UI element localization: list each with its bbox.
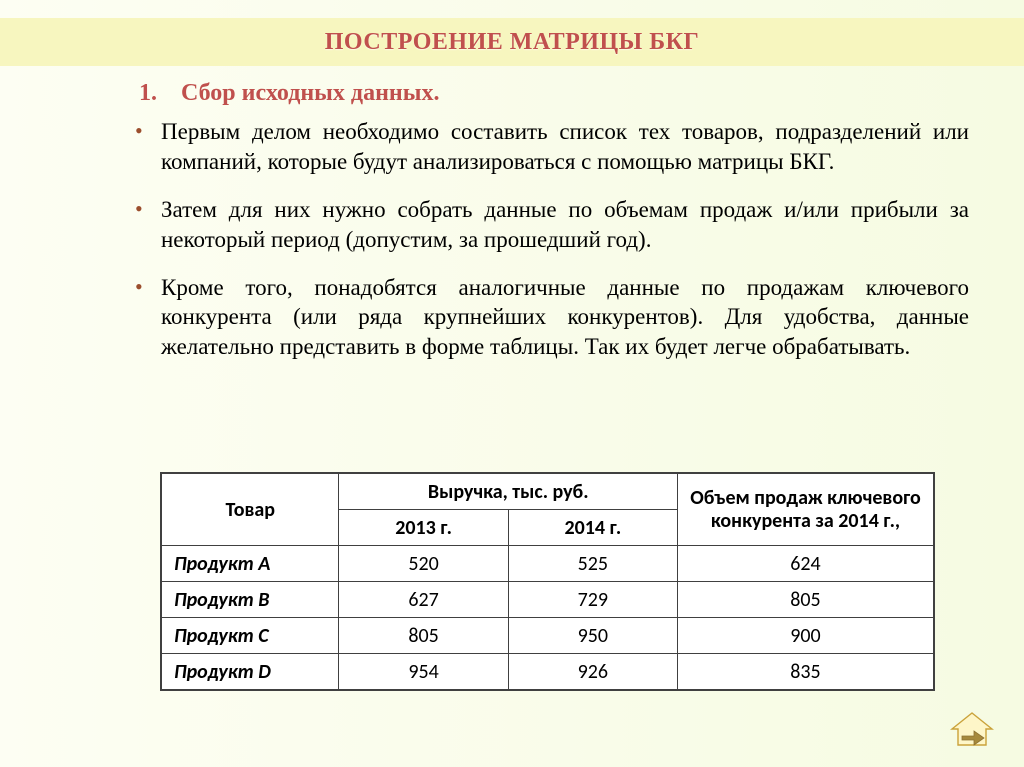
cell-value: 950 bbox=[508, 618, 677, 654]
house-arrow-icon bbox=[948, 709, 996, 749]
cell-label: Продукт C bbox=[162, 618, 339, 654]
cell-value: 805 bbox=[339, 618, 508, 654]
th-product: Товар bbox=[162, 474, 339, 546]
home-nav-button[interactable] bbox=[948, 709, 996, 749]
table-row: Продукт B 627 729 805 bbox=[162, 582, 934, 618]
cell-value: 624 bbox=[677, 546, 933, 582]
bullet-text: Первым делом необходимо составить список… bbox=[161, 119, 969, 174]
table-body: Продукт A 520 525 624 Продукт B 627 729 … bbox=[162, 546, 934, 690]
cell-value: 525 bbox=[508, 546, 677, 582]
bullet-text: Кроме того, понадобятся аналогичные данн… bbox=[161, 275, 969, 360]
cell-value: 627 bbox=[339, 582, 508, 618]
cell-value: 900 bbox=[677, 618, 933, 654]
step-number: 1. bbox=[125, 80, 157, 107]
step-heading: 1. Сбор исходных данных. bbox=[125, 80, 969, 107]
slide-title: ПОСТРОЕНИЕ МАТРИЦЫ БКГ bbox=[325, 29, 700, 56]
cell-value: 805 bbox=[677, 582, 933, 618]
table-row: Продукт A 520 525 624 bbox=[162, 546, 934, 582]
content-area: 1. Сбор исходных данных. Первым делом не… bbox=[125, 80, 969, 380]
cell-label: Продукт A bbox=[162, 546, 339, 582]
table-row: Продукт C 805 950 900 bbox=[162, 618, 934, 654]
list-item: Кроме того, понадобятся аналогичные данн… bbox=[125, 273, 969, 363]
bullet-text: Затем для них нужно собрать данные по об… bbox=[161, 197, 969, 252]
cell-value: 520 bbox=[339, 546, 508, 582]
th-2014: 2014 г. bbox=[508, 510, 677, 546]
table-header-row: Товар Выручка, тыс. руб. Объем продаж кл… bbox=[162, 474, 934, 510]
title-band: ПОСТРОЕНИЕ МАТРИЦЫ БКГ bbox=[0, 18, 1024, 66]
slide: ПОСТРОЕНИЕ МАТРИЦЫ БКГ 1. Сбор исходных … bbox=[0, 0, 1024, 767]
data-table: Товар Выручка, тыс. руб. Объем продаж кл… bbox=[161, 473, 934, 690]
cell-label: Продукт B bbox=[162, 582, 339, 618]
cell-label: Продукт D bbox=[162, 654, 339, 690]
cell-value: 954 bbox=[339, 654, 508, 690]
list-item: Первым делом необходимо составить список… bbox=[125, 117, 969, 177]
cell-value: 729 bbox=[508, 582, 677, 618]
th-revenue: Выручка, тыс. руб. bbox=[339, 474, 678, 510]
th-2013: 2013 г. bbox=[339, 510, 508, 546]
data-table-wrap: Товар Выручка, тыс. руб. Объем продаж кл… bbox=[160, 472, 935, 691]
cell-value: 835 bbox=[677, 654, 933, 690]
table-row: Продукт D 954 926 835 bbox=[162, 654, 934, 690]
th-competitor: Объем продаж ключевого конкурента за 201… bbox=[677, 474, 933, 546]
list-item: Затем для них нужно собрать данные по об… bbox=[125, 195, 969, 255]
step-title: Сбор исходных данных. bbox=[181, 80, 439, 107]
bullet-list: Первым делом необходимо составить список… bbox=[125, 117, 969, 362]
cell-value: 926 bbox=[508, 654, 677, 690]
